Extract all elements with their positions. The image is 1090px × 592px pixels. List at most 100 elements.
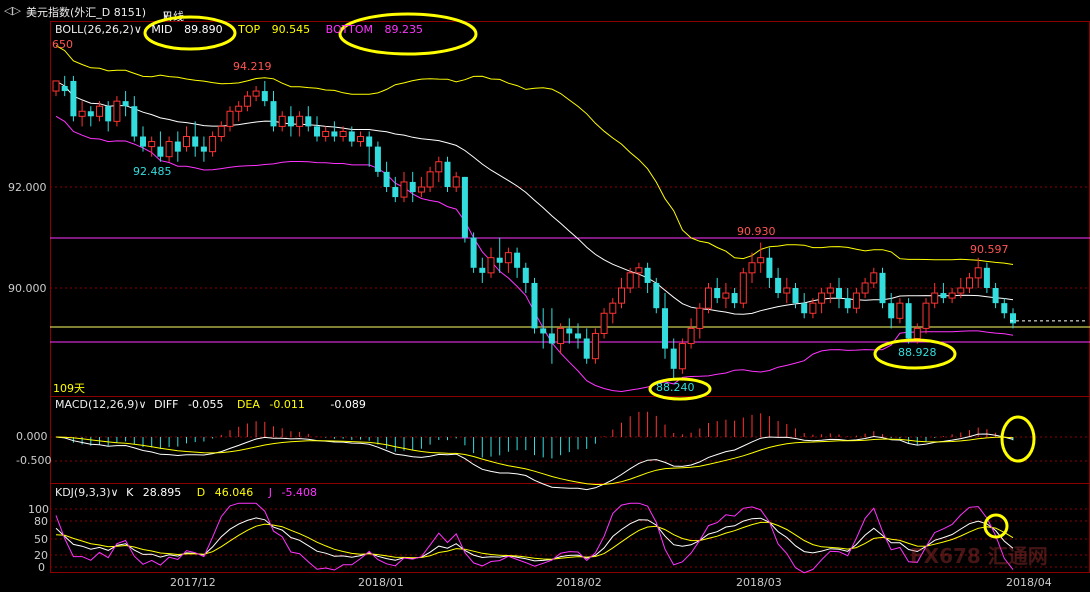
kdj-k-label: K [126,486,134,499]
candle-body [444,161,451,187]
boll-name: BOLL(26,26,2) [55,23,134,36]
candle-body [131,106,138,137]
chevron-down-icon: ∨ [162,8,171,21]
annotation-ellipse-mid [143,15,237,51]
kdj-tick-20: 20 [34,549,48,562]
candle-body [896,302,904,319]
x-tick-mar: 2018/03 [736,576,782,589]
candle-body [392,187,399,198]
y-tick-92: 92.000 [8,181,47,194]
kdj-tick-0: 0 [38,561,45,574]
kdj-d-line [55,521,1014,560]
candle-body [122,101,129,107]
candle-body [861,282,869,294]
candle-body [852,292,860,309]
candle-body [974,267,982,279]
candle-body [287,116,294,127]
kdj-d-value: 46.046 [214,486,254,499]
candle-body [348,131,355,142]
candle-body [383,171,390,187]
candle-body [514,252,521,268]
candle-body [905,303,912,339]
candle-body [70,80,77,117]
candle-body [165,141,173,158]
kdj-tick-50: 50 [34,533,48,546]
candle-body [678,343,686,370]
watermark-logo: FX678 汇通网 [910,544,1048,568]
y-tick-90: 90.000 [8,282,47,295]
candle-body [252,90,260,97]
candle-body [809,302,817,314]
macd-name: MACD(12,26,9) [55,398,139,411]
x-tick-jan: 2018/01 [358,576,404,589]
candle-body [322,130,330,137]
candle-body [870,272,878,284]
candle-body [818,292,826,304]
boll-top-value: 90.545 [271,23,311,36]
candle-body [61,86,68,92]
x-tick-feb: 2018/02 [556,576,602,589]
candle-body [270,101,277,127]
price-right-low-label: 88.928 [898,346,937,359]
candle-body [714,288,721,299]
candle-body [479,267,486,273]
candle-body [243,95,251,107]
instrument-name: 美元指数(外汇_D 8151) [26,6,147,19]
candle-body [183,136,190,148]
annotation-ellipse-kdj [983,513,1009,539]
candle-body [722,292,730,299]
candle-body [888,303,895,319]
candle-body [305,116,312,127]
candle-body [1001,303,1008,314]
annotation-ellipse-macd [1000,415,1036,463]
candle-body [748,262,756,274]
kdj-j-label: J [268,486,273,499]
macd-diff-label: DIFF [154,398,179,411]
candle-body [844,298,851,309]
nav-arrows-icon[interactable]: ◁▷ [4,4,21,17]
candle-body [261,91,268,102]
boll-top-line [55,45,1014,265]
candle-body [409,181,416,193]
candle-body [948,292,956,299]
candle-body [470,237,477,268]
boll-top-label: TOP [238,23,261,36]
boll-bottom-line [55,115,1014,393]
candle-body [766,257,773,278]
candle-body [792,288,799,304]
candle-body [731,293,738,304]
candle-body [496,257,503,263]
candle-body [1010,313,1016,324]
candle-body [801,303,808,314]
candle-body [374,146,381,172]
candle-body [687,327,695,345]
candle-body [931,292,939,304]
annotation-ellipse-bottom [338,12,478,56]
candle-body [400,181,408,198]
candle-body [87,111,94,117]
candle-body [366,136,373,147]
candle-body [217,125,225,138]
macd-dea-value: -0.011 [269,398,305,411]
candle-body [600,312,608,334]
candle-body [113,100,121,122]
candle-body [461,176,468,238]
candle-body [522,267,529,283]
candle-body [635,267,643,274]
candle-body [435,161,443,173]
candle-body [591,332,599,360]
annotation-ellipse-right-low [873,338,957,370]
macd-tick-neg: -0.500 [16,454,52,467]
kdj-k-value: 28.895 [142,486,182,499]
candle-body [52,80,60,92]
x-tick-dec: 2017/12 [170,576,216,589]
candle-body [105,106,112,122]
candle-body [278,115,286,127]
candle-body [879,272,886,304]
candle-body [922,302,930,329]
price-mid-label: 90.930 [737,225,776,238]
macd-diff-value: -0.055 [187,398,224,411]
candle-body [609,302,617,314]
boll-bottom-value: 89.235 [384,23,424,36]
candle-body [226,110,234,127]
